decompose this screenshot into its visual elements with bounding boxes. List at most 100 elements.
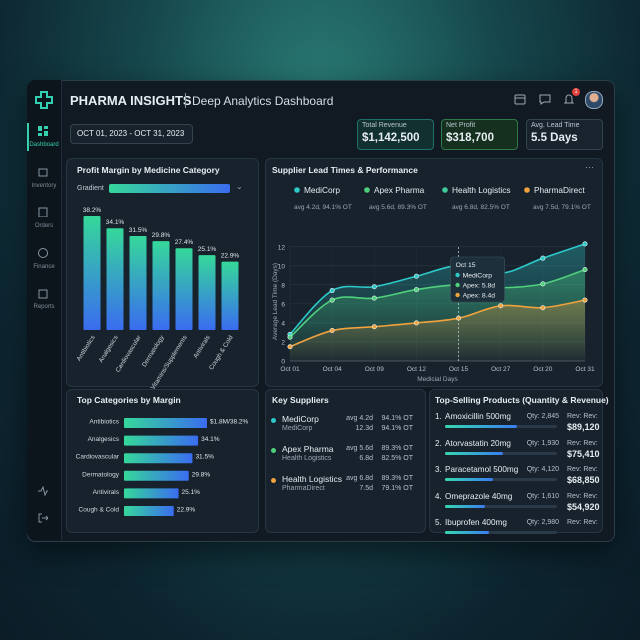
- bar: [198, 255, 216, 330]
- y-tick-label: 12: [278, 244, 286, 251]
- legend-note: avg 6.8d, 82.5% OT: [452, 204, 510, 211]
- product-rev: $54,920: [567, 501, 600, 512]
- product-qty: Qty: 2,980: [526, 519, 559, 526]
- x-tick-label: Oct 12: [407, 366, 427, 373]
- x-tick-label: Oct 31: [575, 366, 595, 373]
- date-picker[interactable]: OCT 01, 2023 - OCT 31, 2023 ⌄: [70, 124, 193, 144]
- nav-icon: [38, 289, 48, 299]
- line: [289, 268, 586, 338]
- point: [287, 344, 293, 350]
- product-rank: 3.: [435, 465, 442, 474]
- tooltip-item: MediCorp: [463, 273, 493, 280]
- bell-icon[interactable]: [563, 93, 575, 105]
- point: [582, 267, 588, 273]
- point: [540, 281, 546, 287]
- legend-note: avg 7.5d, 79.1% OT: [533, 204, 591, 211]
- bar: [83, 216, 101, 330]
- product-qty: Qty: 1,930: [526, 439, 559, 447]
- nav-item[interactable]: Orders: [34, 223, 54, 229]
- x-tick-label: Oct 01: [280, 366, 300, 373]
- kpi-card: [441, 119, 518, 150]
- product-rank: 5.: [435, 518, 442, 527]
- subtitle: Deep Analytics Dashboard: [192, 94, 334, 108]
- bar: [124, 488, 179, 499]
- nav-item[interactable]: Inventory: [31, 183, 57, 189]
- bar: [106, 228, 124, 330]
- product-rev-label: Rev: Rev:: [567, 439, 598, 447]
- supplier-avg2: 7.5d: [359, 485, 373, 492]
- kpi-value: $318,700: [446, 132, 494, 144]
- product-name: Paracetamol 500mg: [445, 465, 519, 474]
- supplier-avg2: 12.3d: [355, 425, 373, 432]
- point: [540, 305, 546, 311]
- data-label: 38.2%: [83, 207, 102, 214]
- supplier-ot2: 94.1% OT: [381, 425, 413, 432]
- kpi-label: Net Profit: [446, 122, 476, 129]
- supplier-name: MediCorp: [282, 414, 319, 424]
- y-tick-label: 0: [281, 359, 285, 366]
- point: [329, 328, 335, 334]
- sidebar: [27, 80, 62, 540]
- supplier-name: Health Logistics: [282, 474, 343, 484]
- progress-fill: [445, 478, 493, 481]
- supplier-dot: [271, 418, 276, 423]
- point: [329, 297, 335, 303]
- point: [498, 303, 504, 309]
- x-tick-label: Antibiotics: [76, 334, 97, 362]
- tooltip-item: Apex: 8.4d: [463, 293, 496, 300]
- more-menu[interactable]: ···: [585, 162, 594, 172]
- notification-badge: 1: [572, 88, 580, 96]
- product-qty: Qty: 2,845: [526, 413, 559, 420]
- y-tick-label: Analgesics: [88, 436, 120, 443]
- point: [540, 255, 546, 261]
- product-qty: Qty: 4,120: [526, 466, 559, 473]
- line: [289, 299, 586, 348]
- y-tick-label: Antivirals: [93, 489, 120, 496]
- supplier-avg: avg 4.2d: [346, 415, 373, 422]
- panel: [265, 389, 426, 533]
- bar: [221, 261, 239, 330]
- logout-icon[interactable]: [38, 513, 48, 523]
- x-tick-label: Oct 15: [449, 366, 469, 373]
- legend-label: Health Logistics: [452, 185, 511, 195]
- data-label: 22.9%: [221, 253, 240, 260]
- product-name: Atorvastatin 20mg: [445, 438, 511, 448]
- progress-track: [445, 531, 557, 534]
- product-rev: $68,850: [567, 475, 600, 485]
- legend-label: MediCorp: [304, 185, 340, 195]
- supplier-sub: Health Logistics: [282, 455, 332, 462]
- separator: [185, 93, 186, 108]
- supplier-avg2: 6.8d: [359, 455, 373, 462]
- nav-icon: [38, 248, 48, 258]
- calendar-icon[interactable]: [514, 93, 526, 105]
- tooltip: [450, 256, 505, 303]
- control-label: Gradient: [77, 185, 104, 192]
- health-icon[interactable]: [37, 486, 49, 496]
- supplier-sub: MediCorp: [282, 425, 313, 432]
- progress-fill: [445, 425, 517, 428]
- point: [582, 241, 588, 247]
- bar: [124, 435, 199, 446]
- gradient-select[interactable]: [109, 184, 230, 193]
- kpi-label: Total Revenue: [362, 122, 407, 129]
- data-label: 25.1%: [182, 489, 201, 496]
- logo: [35, 91, 53, 109]
- nav-item[interactable]: Dashboard: [29, 142, 59, 148]
- data-label: 29.8%: [152, 232, 171, 239]
- product-rank: 4.: [435, 491, 442, 501]
- chat-icon[interactable]: [539, 93, 551, 105]
- supplier-name: Apex Pharma: [282, 444, 334, 454]
- nav-item[interactable]: Finance: [33, 264, 55, 270]
- y-tick-label: 8: [281, 282, 285, 289]
- panel-title: Profit Margin by Medicine Category: [77, 165, 220, 175]
- bar: [129, 235, 147, 330]
- product-name: Ibuprofen 400mg: [445, 518, 507, 527]
- y-tick-label: 4: [281, 320, 285, 327]
- nav-item[interactable]: Reports: [33, 304, 55, 310]
- chevron[interactable]: ⌄: [236, 182, 243, 191]
- supplier-dot: [271, 478, 276, 483]
- avatar[interactable]: [585, 91, 603, 109]
- data-label: 25.1%: [198, 246, 217, 253]
